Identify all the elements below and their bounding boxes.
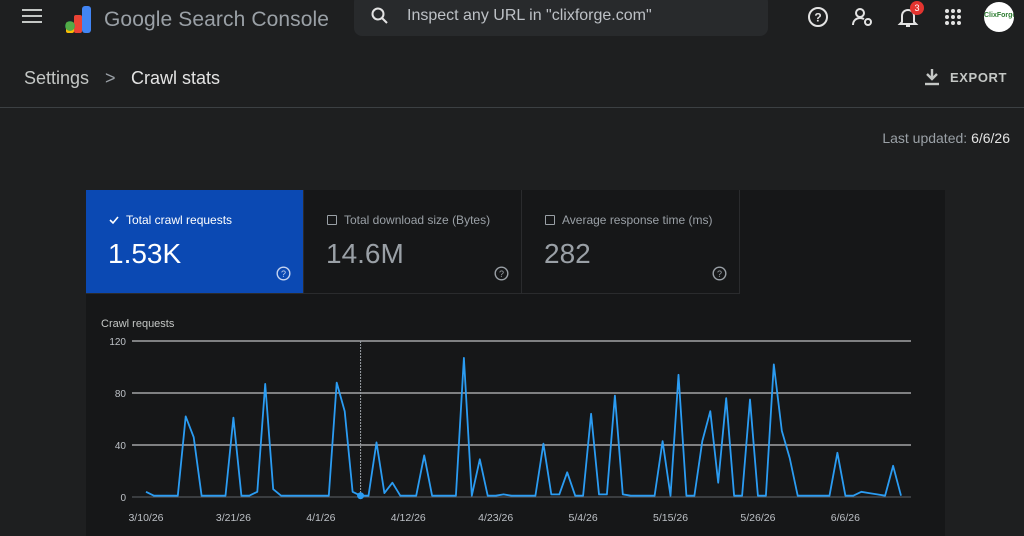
help-icon[interactable]: ?: [494, 266, 509, 281]
checkbox-unchecked-icon[interactable]: [327, 215, 337, 225]
checkbox-checked-icon[interactable]: [109, 215, 119, 225]
y-tick-label: 80: [115, 389, 127, 400]
notifications-icon[interactable]: [897, 6, 919, 28]
help-icon[interactable]: ?: [712, 266, 727, 281]
svg-text:?: ?: [717, 269, 722, 279]
metric-average-response-time[interactable]: Average response time (ms) 282 ?: [522, 190, 740, 294]
metric-total-crawl-requests[interactable]: Total crawl requests 1.53K ?: [86, 190, 304, 294]
x-tick-label: 5/26/26: [740, 512, 775, 524]
y-tick-label: 0: [120, 493, 126, 504]
metric-value: 14.6M: [326, 238, 404, 269]
last-updated: Last updated: 6/6/26: [882, 130, 1010, 146]
x-tick-label: 4/1/26: [306, 512, 335, 524]
breadcrumb-chevron-icon: >: [105, 68, 116, 88]
help-icon[interactable]: ?: [807, 6, 829, 28]
search-console-logo[interactable]: [62, 4, 96, 34]
avatar-logo-text: ClixForge: [984, 12, 1014, 19]
header-divider: [0, 107, 1024, 108]
svg-text:?: ?: [281, 269, 286, 279]
x-tick-label: 4/12/26: [391, 512, 426, 524]
search-placeholder[interactable]: Inspect any URL in "clixforge.com": [407, 7, 652, 24]
metric-value: 1.53K: [108, 238, 182, 269]
crawl-stats-card: Total crawl requests 1.53K ? Total downl…: [86, 190, 945, 536]
download-icon: [925, 69, 939, 86]
svg-text:?: ?: [499, 269, 504, 279]
help-icon[interactable]: ?: [276, 266, 291, 281]
x-tick-label: 3/10/26: [128, 512, 163, 524]
apps-grid-icon[interactable]: [942, 6, 964, 28]
avatar[interactable]: ClixForge: [984, 2, 1014, 32]
x-tick-label: 4/23/26: [478, 512, 513, 524]
data-point: [357, 492, 365, 500]
notification-badge: 3: [910, 1, 924, 15]
url-inspection-search[interactable]: [354, 0, 768, 36]
series-line[interactable]: [145, 356, 902, 497]
metric-label: Total download size (Bytes): [344, 213, 491, 227]
y-tick-label: 120: [109, 337, 126, 348]
last-updated-label: Last updated:: [882, 130, 968, 146]
metric-value: 282: [544, 238, 591, 269]
page-title: Crawl stats: [131, 68, 221, 88]
svg-text:?: ?: [814, 11, 821, 25]
x-tick-label: 5/15/26: [653, 512, 688, 524]
chart-title: Crawl requests: [101, 318, 175, 330]
x-tick-label: 5/4/26: [569, 512, 598, 524]
last-updated-value: 6/6/26: [971, 130, 1010, 146]
manage-account-icon[interactable]: [852, 6, 874, 28]
crawl-requests-chart[interactable]: 0 40 80 120 3/10/26 3/21/26 4/1/26 4/12/26 4/23/…: [86, 330, 926, 536]
y-tick-label: 40: [115, 441, 127, 452]
export-button[interactable]: EXPORT: [918, 64, 1010, 92]
metric-label: Average response time (ms): [562, 213, 713, 227]
export-label: EXPORT: [950, 70, 1008, 85]
breadcrumb-settings[interactable]: Settings: [24, 68, 90, 88]
app-title: Google Search Console: [104, 8, 330, 31]
top-bar: Google Search Console Inspect any URL in…: [0, 0, 1024, 38]
x-tick-label: 3/21/26: [216, 512, 251, 524]
checkbox-unchecked-icon[interactable]: [545, 215, 555, 225]
search-icon: [371, 7, 388, 24]
metric-total-download-size[interactable]: Total download size (Bytes) 14.6M ?: [304, 190, 522, 294]
menu-icon[interactable]: [22, 9, 42, 25]
metric-label: Total crawl requests: [126, 213, 233, 227]
x-tick-label: 6/6/26: [831, 512, 860, 524]
